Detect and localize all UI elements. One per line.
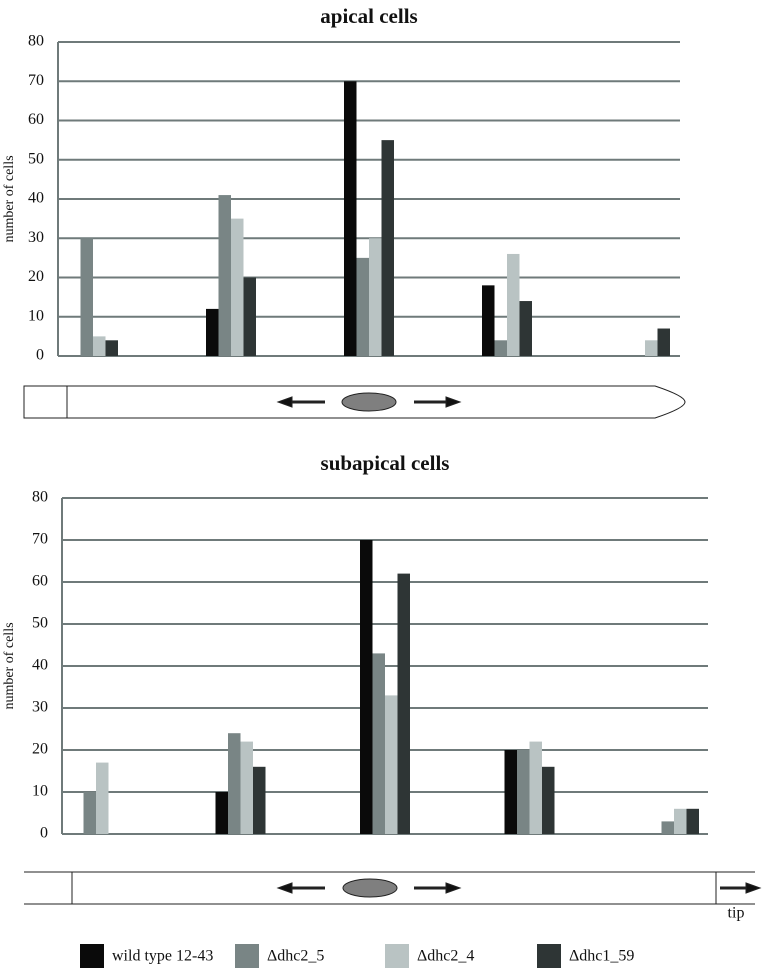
legend-label: Δdhc1_59 [569, 948, 634, 965]
bar [372, 653, 385, 834]
bar [482, 285, 495, 356]
bar [360, 540, 373, 834]
legend-swatch [385, 944, 409, 968]
y-tick-label: 10 [32, 783, 48, 800]
bar [369, 238, 382, 356]
bar [381, 140, 394, 356]
y-tick-label: 80 [32, 489, 48, 506]
y-tick-label: 10 [28, 307, 44, 324]
y-tick-label: 30 [32, 699, 48, 716]
bar [504, 750, 517, 834]
y-tick-label: 0 [36, 347, 44, 364]
bar [686, 808, 699, 834]
bar [397, 573, 410, 834]
bar [206, 308, 219, 356]
bar [218, 195, 231, 356]
bar [542, 766, 555, 834]
chart-title: subapical cells [321, 451, 450, 475]
bar [517, 750, 530, 834]
bar [228, 733, 241, 834]
bar [529, 741, 542, 834]
bar [83, 792, 96, 834]
bar [494, 340, 507, 356]
cell-diagram [23, 385, 686, 419]
bar [645, 340, 658, 356]
bar [105, 340, 118, 356]
y-tick-label: 60 [32, 573, 48, 590]
legend-swatch [80, 944, 104, 968]
y-tick-label: 20 [32, 741, 48, 758]
cell-diagram [24, 871, 762, 905]
y-tick-label: 0 [40, 825, 48, 842]
y-axis-label: number of cells [2, 622, 17, 709]
bar [96, 762, 109, 834]
bar [240, 741, 253, 834]
chart-title: apical cells [320, 4, 417, 28]
legend-swatch [235, 944, 259, 968]
y-tick-label: 50 [28, 150, 44, 167]
y-tick-label: 60 [28, 111, 44, 128]
bar [519, 301, 532, 356]
bar [356, 257, 369, 356]
legend-swatch [537, 944, 561, 968]
y-tick-label: 20 [28, 268, 44, 285]
legend-label: Δdhc2_5 [267, 948, 324, 965]
legend-label: wild type 12-43 [112, 948, 213, 965]
bar [243, 277, 256, 356]
y-axis-label: number of cells [2, 155, 17, 242]
bar [661, 821, 674, 834]
bar [344, 81, 357, 356]
bar [657, 328, 670, 356]
bar [507, 253, 520, 356]
y-tick-label: 70 [32, 531, 48, 548]
bar [385, 695, 398, 834]
y-tick-label: 30 [28, 229, 44, 246]
bar [93, 336, 106, 356]
y-tick-label: 70 [28, 72, 44, 89]
bar [215, 792, 228, 834]
y-tick-label: 40 [32, 657, 48, 674]
bar [80, 238, 93, 356]
y-tick-label: 80 [28, 33, 44, 50]
bar [674, 808, 687, 834]
y-tick-label: 40 [28, 190, 44, 207]
legend-label: Δdhc2_4 [417, 948, 474, 965]
annotation: tip [728, 905, 745, 922]
y-tick-label: 50 [32, 615, 48, 632]
bar [253, 766, 266, 834]
bar [231, 218, 244, 356]
